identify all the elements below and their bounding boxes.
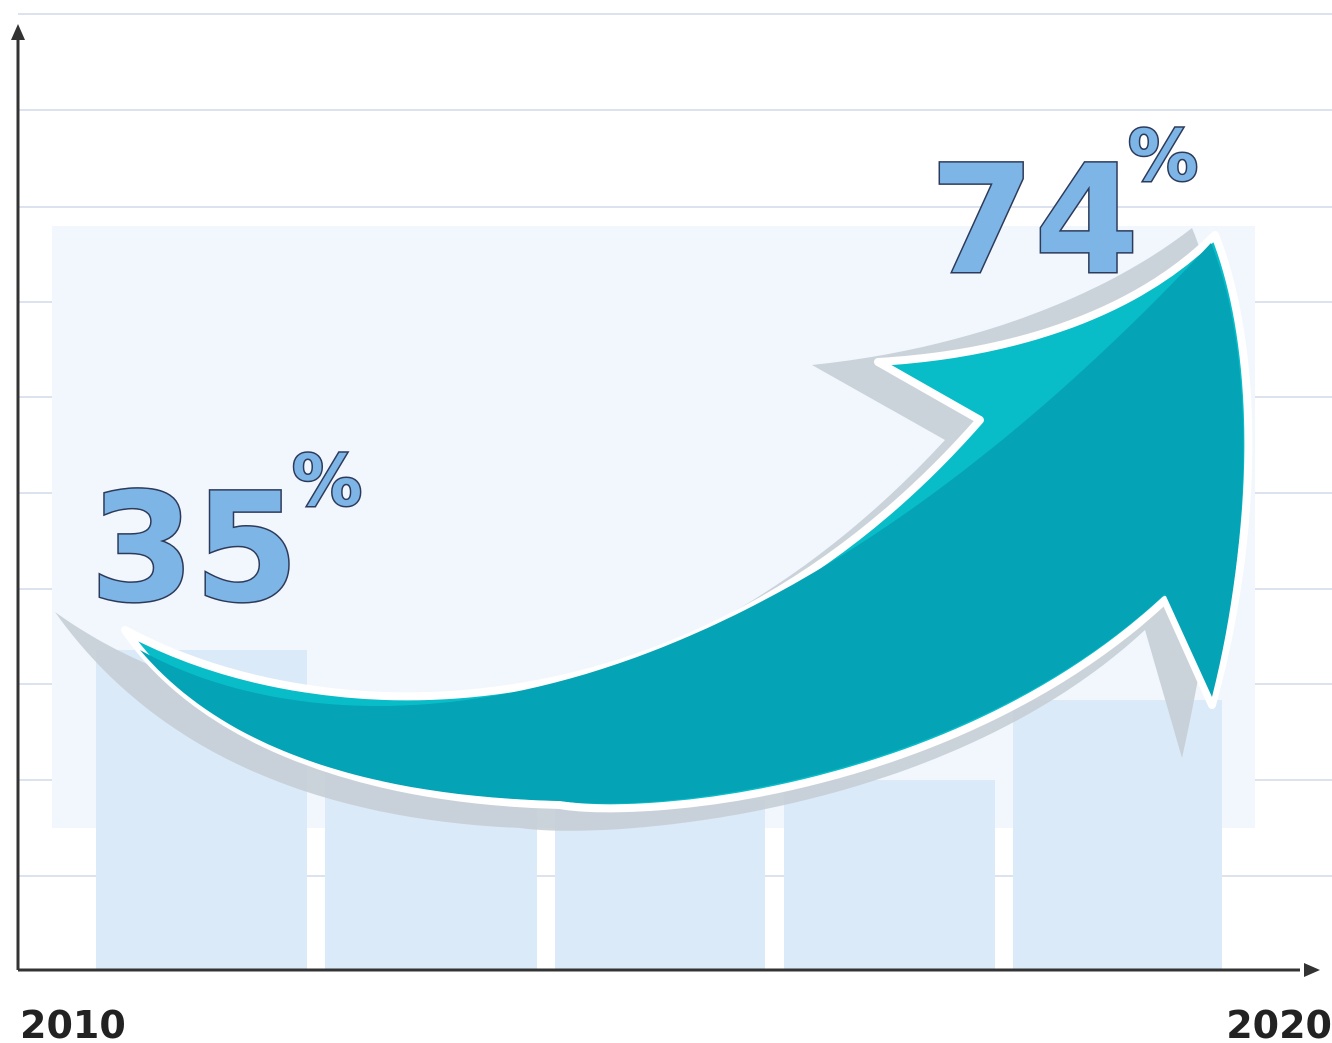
- arrow-shade: [140, 243, 1244, 804]
- axes: [11, 24, 1320, 977]
- start-unit: %: [292, 440, 362, 522]
- end-value: 74: [930, 134, 1139, 308]
- end-year: 2020: [1226, 1003, 1332, 1043]
- start-year: 2010: [20, 1003, 126, 1043]
- start-value: 35: [90, 462, 299, 636]
- end-unit: %: [1128, 115, 1198, 197]
